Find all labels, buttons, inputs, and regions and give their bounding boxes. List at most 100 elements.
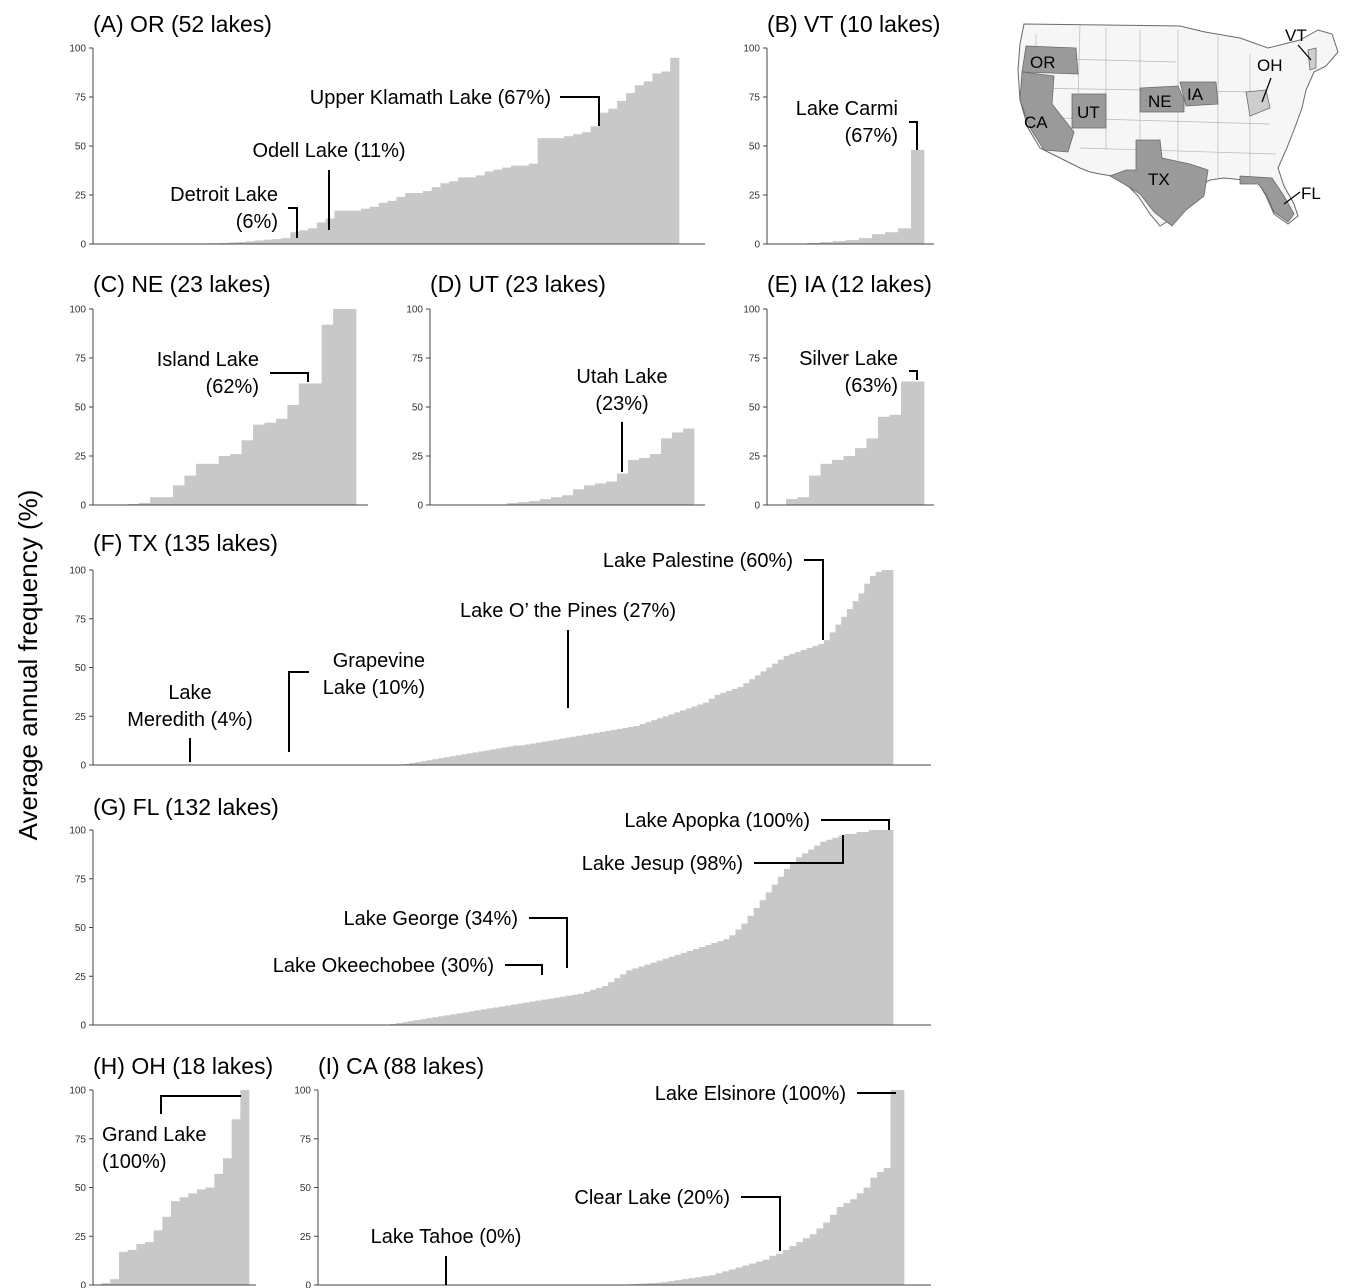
y-tick-label: 25 (75, 1232, 87, 1243)
callout-label: (63%) (845, 375, 898, 397)
bar (590, 126, 600, 244)
bar (602, 986, 609, 1025)
bar (809, 475, 821, 505)
bar (814, 845, 821, 1025)
bar (705, 945, 712, 1025)
bar (695, 1277, 703, 1285)
bar (564, 737, 572, 765)
bar (843, 456, 856, 505)
bar (755, 1261, 763, 1285)
callout-label: (100%) (102, 1151, 166, 1173)
bar (685, 708, 692, 765)
panel-title: (B) VT (10 lakes) (767, 11, 940, 37)
bar (743, 683, 750, 765)
callout: Clear Lake (20%) (574, 1187, 781, 1251)
bar (584, 485, 596, 505)
bar (162, 1216, 172, 1285)
callout-leader-line (529, 917, 568, 968)
state-ia (1179, 81, 1219, 107)
bar (776, 1253, 784, 1285)
bar (614, 978, 621, 1025)
bar (681, 1279, 689, 1285)
bar (606, 481, 618, 505)
bar (136, 1244, 146, 1285)
bar (161, 497, 174, 505)
bar (480, 1009, 488, 1025)
callout-label: Utah Lake (576, 366, 667, 388)
bar (325, 218, 335, 244)
bar (711, 943, 718, 1025)
y-tick-label: 75 (749, 354, 761, 365)
bar (826, 839, 833, 1025)
callout: Silver Lake (63%) (799, 348, 918, 397)
bar (783, 869, 791, 1025)
bar (581, 132, 592, 244)
state-ut (1071, 93, 1107, 129)
callout-label: Lake O’ the Pines (27%) (460, 600, 676, 622)
y-tick-label: 0 (80, 240, 86, 251)
callout-leader-line (821, 819, 890, 830)
bar (795, 651, 802, 765)
bar (802, 1238, 811, 1285)
callout-label: Lake (10%) (323, 677, 425, 699)
y-tick-label: 25 (749, 191, 761, 202)
bar (571, 994, 579, 1025)
y-tick-label: 25 (300, 1232, 312, 1243)
bar (127, 1249, 137, 1285)
callout-label: Meredith (4%) (127, 709, 253, 731)
bar (547, 740, 554, 766)
bar (255, 240, 265, 244)
callout: Lake Meredith (4%) (127, 682, 253, 762)
bar (832, 837, 839, 1025)
bar (833, 241, 847, 244)
bar (490, 749, 497, 765)
callout: Odell Lake (11%) (252, 140, 406, 230)
callout: Lake Elsinore (100%) (655, 1083, 896, 1105)
bar (846, 240, 860, 244)
callout-leader-line (754, 835, 844, 864)
bar (670, 57, 680, 244)
bar (195, 463, 208, 505)
bar (866, 438, 879, 505)
bar (396, 1023, 403, 1025)
bar (639, 724, 646, 765)
y-tick-label: 50 (749, 142, 761, 153)
bar (263, 239, 274, 244)
map-label-or: OR (1030, 53, 1056, 72)
bar (731, 688, 738, 765)
bar (593, 732, 600, 765)
bar (668, 956, 676, 1025)
bar (484, 171, 494, 244)
bar (264, 422, 277, 505)
bar (408, 1021, 415, 1025)
bar (643, 81, 653, 244)
bar (421, 761, 428, 765)
bar (856, 1193, 864, 1285)
bar (528, 163, 539, 244)
bar (688, 1278, 696, 1285)
callout-label: Lake Okeechobee (30%) (273, 955, 494, 977)
state-tx (1109, 139, 1209, 227)
y-tick-label: 25 (75, 191, 87, 202)
map-label-ia: IA (1187, 85, 1204, 104)
bar (777, 876, 785, 1025)
bar (541, 999, 548, 1025)
panel-b: 0 25 50 75 100 (B) VT (10 lakes) (743, 11, 940, 251)
chart-panels: 0 25 50 75 100 (A) OR (52 lakes) 0 25 50 75 100 (B)… (69, 11, 940, 1288)
bar (493, 169, 503, 244)
bar (753, 908, 761, 1025)
bar (414, 193, 424, 244)
callout-label: Grand Lake (102, 1124, 207, 1146)
bar (662, 958, 670, 1025)
bar (852, 601, 859, 765)
y-tick-label: 100 (406, 305, 423, 316)
bar (444, 1015, 451, 1025)
bar (754, 675, 761, 765)
bar (769, 1255, 777, 1285)
y-axis-label: Average annual frequency (%) (13, 490, 43, 841)
bar (820, 463, 833, 505)
bars (127, 309, 357, 505)
bar (835, 624, 842, 765)
bar (674, 1280, 683, 1286)
bar (722, 1271, 730, 1285)
